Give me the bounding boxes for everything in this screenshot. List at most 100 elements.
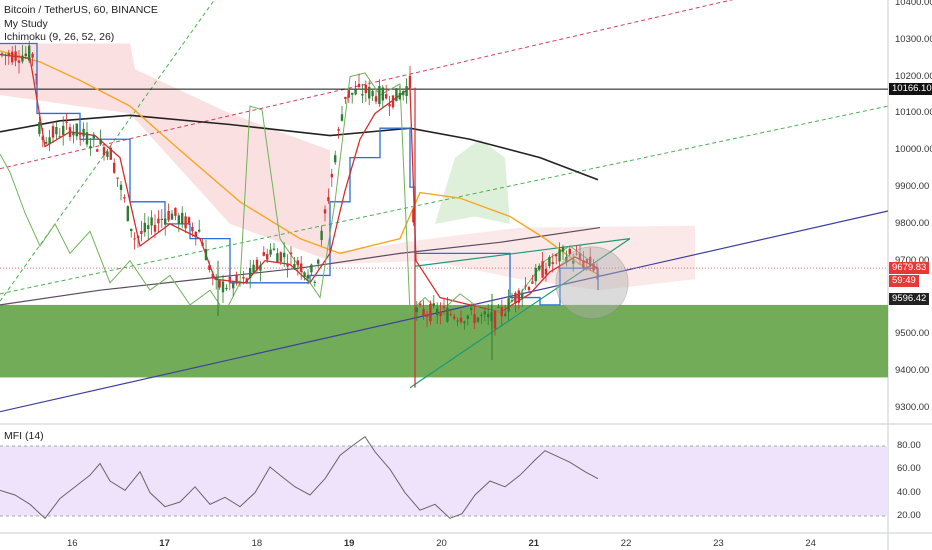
candle-body bbox=[14, 51, 17, 61]
candle-body bbox=[255, 259, 259, 270]
price-tick-label: 10000.00 bbox=[895, 144, 932, 156]
candle-body bbox=[493, 310, 497, 329]
channel-top-line bbox=[0, 0, 215, 302]
candle-body bbox=[347, 90, 350, 98]
candle-body bbox=[4, 54, 7, 56]
candle-body bbox=[436, 308, 439, 316]
mfi-tick-label: 20.00 bbox=[897, 510, 921, 521]
price-tick-label: 9700.00 bbox=[895, 254, 930, 266]
candle-body bbox=[45, 142, 48, 144]
candle-body bbox=[279, 252, 282, 262]
candle-body bbox=[293, 263, 296, 270]
candle-body bbox=[194, 231, 197, 238]
candle-body bbox=[119, 184, 123, 191]
mfi-band bbox=[0, 446, 888, 516]
candle-body bbox=[221, 281, 225, 293]
candle-body bbox=[538, 265, 541, 270]
candle-body bbox=[575, 253, 578, 255]
candle-body bbox=[487, 313, 490, 318]
candle-body bbox=[123, 197, 126, 199]
candle-body bbox=[456, 320, 459, 322]
candle-body bbox=[283, 252, 286, 258]
candle-body bbox=[150, 217, 153, 226]
candle-body bbox=[259, 265, 262, 271]
candle-body bbox=[252, 264, 255, 273]
candle-body bbox=[412, 209, 415, 223]
candle-body bbox=[381, 87, 384, 101]
candle-body bbox=[378, 86, 381, 105]
candle-body bbox=[109, 147, 112, 160]
candle-body bbox=[514, 292, 517, 304]
candle-body bbox=[225, 287, 228, 290]
ma-orange-line bbox=[0, 50, 601, 277]
candle-body bbox=[320, 230, 323, 241]
candle-body bbox=[79, 132, 82, 135]
candle-body bbox=[153, 225, 157, 232]
candle-body bbox=[425, 314, 429, 317]
candle-body bbox=[136, 235, 140, 238]
candle-body bbox=[361, 93, 364, 96]
candle-body bbox=[143, 222, 146, 233]
mfi-study-label[interactable]: MFI (14) bbox=[4, 430, 44, 442]
wedge-upper-line bbox=[414, 238, 631, 267]
candle-body bbox=[500, 306, 503, 317]
candle-body bbox=[415, 307, 418, 313]
candle-body bbox=[181, 212, 184, 224]
candle-body bbox=[565, 256, 568, 263]
candle-body bbox=[504, 313, 507, 316]
candle-body bbox=[174, 207, 177, 216]
candle-body bbox=[266, 254, 269, 260]
candle-body bbox=[28, 45, 31, 61]
price-tick-label: 9300.00 bbox=[895, 402, 930, 413]
candle-body bbox=[323, 209, 327, 214]
candle-body bbox=[242, 277, 245, 279]
study-my-study[interactable]: My Study bbox=[4, 17, 48, 30]
candle-body bbox=[582, 260, 585, 268]
candle-body bbox=[170, 213, 174, 220]
candle-body bbox=[215, 278, 218, 280]
candle-body bbox=[459, 317, 463, 323]
time-tick-label: 23 bbox=[713, 538, 724, 549]
candle-body bbox=[561, 246, 565, 252]
candle-body bbox=[51, 126, 55, 138]
candle-body bbox=[476, 317, 480, 322]
mfi-pane[interactable] bbox=[0, 435, 888, 520]
candle-body bbox=[589, 256, 592, 267]
candle-body bbox=[385, 94, 388, 99]
channel-mid-line bbox=[0, 105, 889, 295]
candle-body bbox=[429, 303, 432, 322]
candle-body bbox=[306, 274, 310, 279]
candle-body bbox=[208, 265, 211, 270]
mfi-tick-label: 80.00 bbox=[897, 440, 921, 451]
time-tick-label: 19 bbox=[343, 538, 355, 549]
price-tag: 9596.42 bbox=[889, 292, 930, 305]
candle-body bbox=[527, 286, 531, 291]
candle-body bbox=[340, 114, 344, 121]
study-ichimoku[interactable]: Ichimoku (9, 26, 52, 26) bbox=[4, 31, 115, 43]
candle-body bbox=[354, 89, 357, 95]
price-tag: 59:49 bbox=[889, 275, 919, 288]
candle-body bbox=[572, 260, 575, 264]
candle-body bbox=[453, 316, 456, 319]
candle-body bbox=[357, 83, 361, 87]
candle-body bbox=[228, 276, 231, 283]
candle-body bbox=[289, 252, 293, 255]
candle-body bbox=[544, 268, 548, 275]
candle-body bbox=[470, 307, 473, 310]
candle-body bbox=[402, 91, 405, 96]
candle-body bbox=[211, 274, 214, 279]
price-tick-label: 9500.00 bbox=[895, 328, 930, 340]
candle-body bbox=[38, 121, 41, 134]
price-tick-label: 10100.00 bbox=[895, 107, 932, 119]
price-tick-label: 9400.00 bbox=[895, 365, 930, 377]
candle-body bbox=[408, 75, 412, 88]
candle-body bbox=[130, 228, 133, 231]
candle-body bbox=[327, 197, 330, 202]
candle-body bbox=[534, 267, 537, 282]
candle-body bbox=[439, 311, 442, 317]
mfi-tick-label: 60.00 bbox=[897, 463, 921, 475]
support-zone bbox=[0, 304, 888, 378]
time-tick-label: 22 bbox=[620, 538, 632, 549]
